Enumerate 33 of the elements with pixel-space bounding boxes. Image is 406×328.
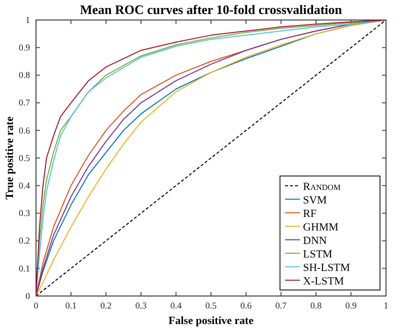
legend-label: SH-LSTM <box>303 262 350 274</box>
y-tick-label: 0.2 <box>18 236 30 246</box>
x-tick-label: 0.1 <box>65 300 77 310</box>
y-tick-label: 0 <box>26 290 30 301</box>
legend-label: LSTM <box>303 248 333 260</box>
legend-label: X-LSTM <box>303 275 344 288</box>
y-tick-label: 0.7 <box>18 98 30 108</box>
y-tick-label: 0.1 <box>18 263 30 274</box>
legend-label: RF <box>303 208 316 220</box>
x-tick-label: 0.7 <box>275 300 288 310</box>
y-tick-label: 0.9 <box>18 42 30 52</box>
x-tick-label: 0.4 <box>170 300 182 310</box>
x-tick-label: 0.5 <box>205 300 218 310</box>
x-tick-label: 0.9 <box>345 300 358 310</box>
y-tick-label: 1 <box>26 14 30 25</box>
x-tick-label: 0.6 <box>240 300 252 310</box>
y-tick-label: 0.3 <box>18 208 30 218</box>
y-tick-label: 0.8 <box>18 70 30 80</box>
legend-label: GHMM <box>303 221 339 234</box>
legend-label: DNN <box>303 234 327 247</box>
x-axis-title: False positive rate <box>168 315 254 327</box>
legend-label: Random <box>303 180 341 193</box>
y-tick-label: 0.6 <box>18 125 30 136</box>
y-axis-title: True positive rate <box>4 116 16 200</box>
legend-label: SVM <box>303 194 328 206</box>
x-tick-label: 0 <box>34 300 39 310</box>
x-tick-label: 1 <box>384 300 388 310</box>
chart-title: Mean ROC curves after 10-fold crossvalidation <box>80 2 343 17</box>
x-tick-label: 0.8 <box>310 300 322 310</box>
y-tick-label: 0.5 <box>18 152 30 163</box>
x-tick-label: 0.3 <box>135 300 148 310</box>
y-tick-label: 0.4 <box>18 180 30 190</box>
x-tick-label: 0.2 <box>100 300 112 310</box>
